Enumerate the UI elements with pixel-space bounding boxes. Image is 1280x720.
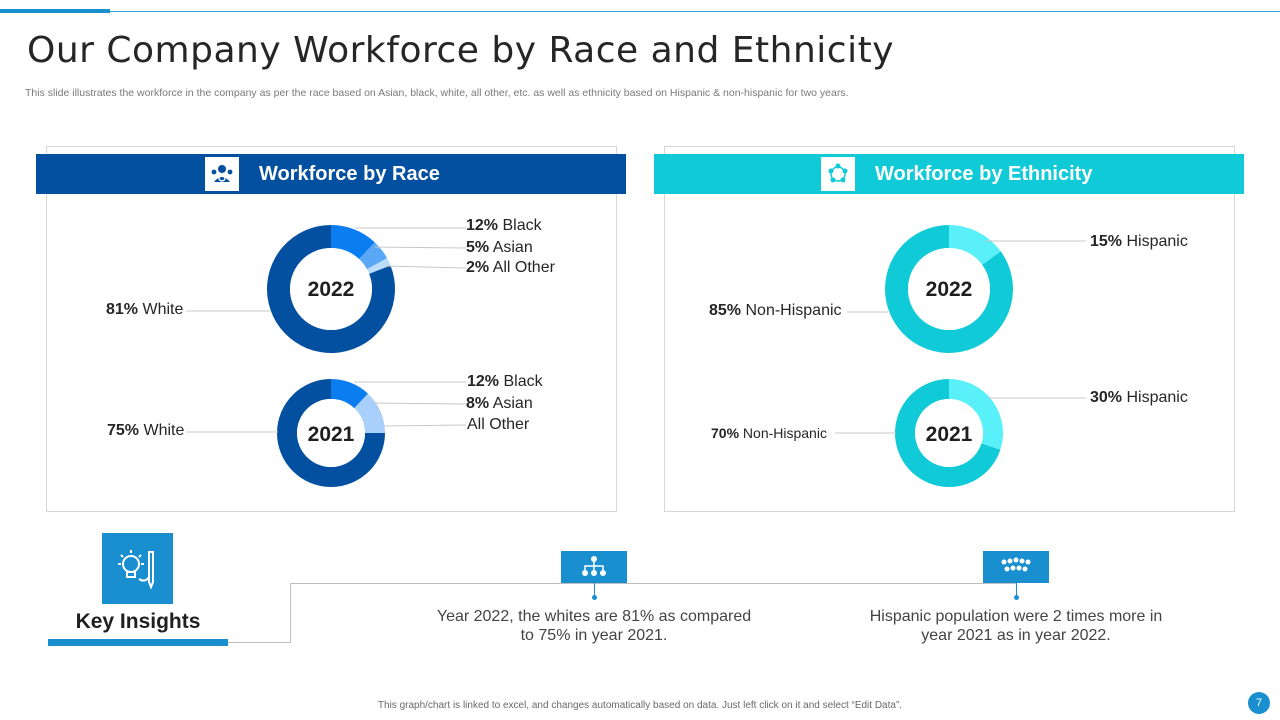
insight-dot	[1014, 595, 1019, 600]
race-2022-asian-label: 5% Asian	[466, 239, 533, 256]
eth-2022-nonhispanic-label: 85% Non-Hispanic	[709, 302, 842, 319]
insight-dot	[592, 595, 597, 600]
crowd-icon	[983, 551, 1049, 583]
org-hierarchy-icon	[561, 551, 627, 583]
eth-2021-hispanic-label: 30% Hispanic	[1090, 389, 1188, 406]
ethnicity-panel-title: Workforce by Ethnicity	[875, 162, 1093, 185]
key-insights-title: Key Insights	[75, 610, 201, 633]
connector-line	[290, 583, 1016, 584]
donut-slice-2022-all-other[interactable]	[366, 258, 391, 274]
donut-slice-2022-white[interactable]	[267, 225, 395, 353]
donut-slice-2022-non-hispanic[interactable]	[885, 225, 1014, 353]
team-gear-icon	[205, 157, 239, 191]
eth-2021-nonhispanic-label: 70% Non-Hispanic	[711, 425, 827, 441]
race-2021-black-label: 12% Black	[467, 373, 543, 390]
donut-hole	[297, 399, 365, 467]
top-accent-bar	[0, 9, 110, 13]
donut-slice-2021-black[interactable]	[331, 379, 368, 409]
race-2021-asian-label: 8% Asian	[466, 395, 533, 412]
donut-hole	[290, 248, 372, 330]
donut-slice-2021-white[interactable]	[276, 379, 385, 488]
page-title: Our Company Workforce by Race and Ethnic…	[27, 30, 895, 71]
lightbulb-pencil-icon	[102, 533, 173, 604]
leader-line	[384, 265, 467, 269]
donut-hole	[915, 399, 983, 467]
eth-2022-hispanic-label: 15% Hispanic	[1090, 233, 1188, 250]
insight-text-2: Hispanic population were 2 times more in…	[869, 608, 1163, 644]
insight-text-1: Year 2022, the whites are 81% as compare…	[436, 608, 752, 644]
eth-2021-year: 2021	[925, 423, 973, 446]
leader-line	[373, 402, 467, 405]
page-subtitle: This slide illustrates the workforce in …	[25, 87, 849, 99]
race-2022-white-label: 81% White	[106, 301, 184, 318]
donut-slice-2021-asian[interactable]	[354, 393, 383, 423]
footer-note: This graph/chart is linked to excel, and…	[377, 700, 903, 711]
connector-line	[228, 642, 290, 643]
page-number: 7	[1248, 692, 1270, 714]
donut-hole	[908, 248, 990, 330]
top-rule	[0, 11, 1280, 12]
donut-slice-2021-all-other[interactable]	[363, 416, 385, 433]
race-2022-year: 2022	[307, 278, 355, 301]
donut-slice-2021-hispanic[interactable]	[949, 379, 1003, 450]
ethnicity-panel-header: Workforce by Ethnicity	[654, 154, 1244, 194]
race-2021-other-label: All Other	[467, 416, 530, 433]
eth-2022-year: 2022	[925, 278, 973, 301]
connector-line	[290, 583, 291, 643]
race-2021-white-label: 75% White	[107, 422, 185, 439]
donut-slice-2022-black[interactable]	[331, 225, 375, 260]
race-panel-header: Workforce by Race	[36, 154, 626, 194]
race-panel-title: Workforce by Race	[259, 162, 440, 185]
insight-stem	[1016, 583, 1017, 597]
donut-slice-2022-asian[interactable]	[359, 242, 388, 270]
leader-line	[383, 424, 467, 427]
race-2022-other-label: 2% All Other	[466, 259, 555, 276]
donut-slice-2021-non-hispanic[interactable]	[894, 379, 1001, 487]
donut-slice-2022-hispanic[interactable]	[949, 225, 1001, 265]
leader-line	[374, 246, 467, 249]
race-2021-year: 2021	[307, 423, 355, 446]
key-insights-underline	[48, 639, 228, 646]
insight-stem	[594, 583, 595, 597]
race-2022-black-label: 12% Black	[466, 217, 542, 234]
people-circle-icon	[821, 157, 855, 191]
